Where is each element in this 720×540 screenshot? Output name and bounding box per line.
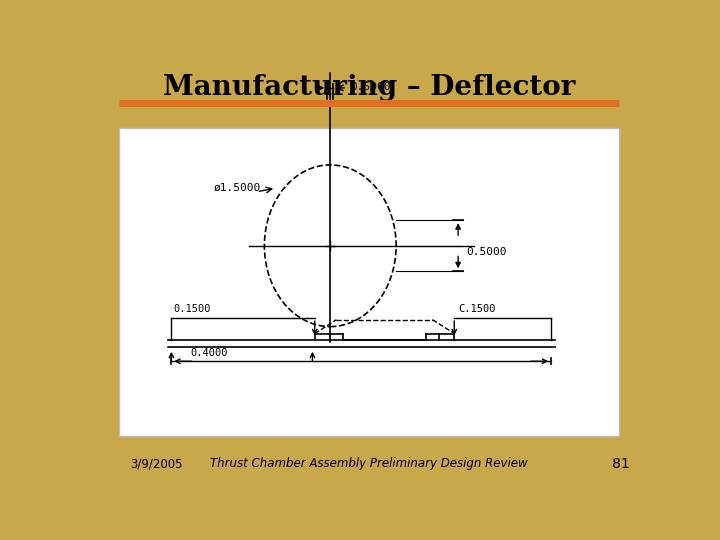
Text: 0.5000: 0.5000 bbox=[351, 82, 391, 92]
Text: 81: 81 bbox=[612, 457, 630, 471]
Text: Thrust Chamber Assembly Preliminary Design Review: Thrust Chamber Assembly Preliminary Desi… bbox=[210, 457, 528, 470]
FancyBboxPatch shape bbox=[120, 128, 618, 436]
Text: 0.1500: 0.1500 bbox=[174, 304, 211, 314]
Text: 0.5000: 0.5000 bbox=[466, 247, 506, 257]
Text: 3/9/2005: 3/9/2005 bbox=[130, 457, 183, 470]
Text: C.1500: C.1500 bbox=[458, 304, 495, 314]
Text: 0.4000: 0.4000 bbox=[191, 348, 228, 358]
Text: ø1.5000: ø1.5000 bbox=[214, 183, 261, 193]
Text: Manufacturing – Deflector: Manufacturing – Deflector bbox=[163, 75, 575, 102]
